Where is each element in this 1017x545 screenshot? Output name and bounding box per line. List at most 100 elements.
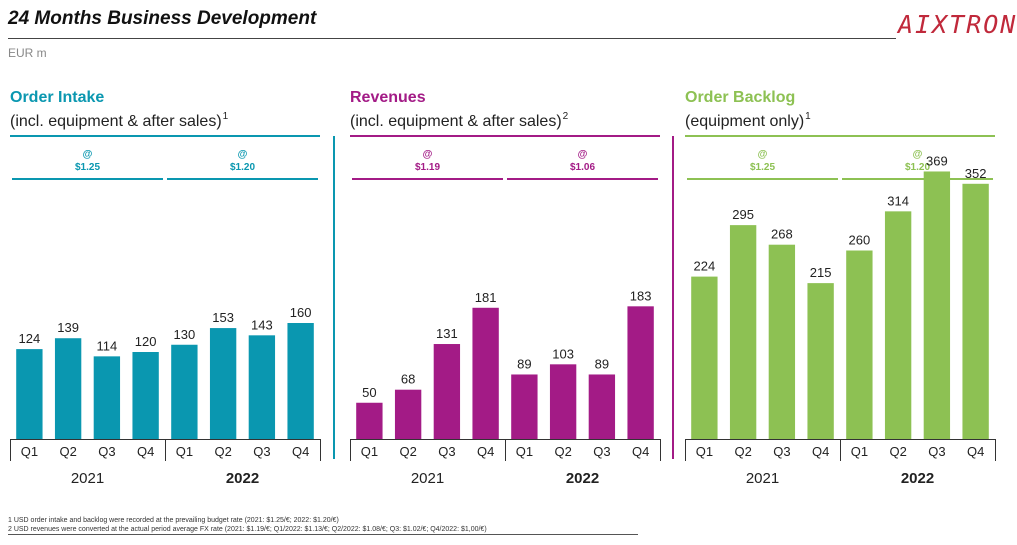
- order-intake-value-label-5: 130: [174, 327, 196, 342]
- order-intake-value-label-3: 114: [97, 338, 118, 353]
- revenues-subtitle: (incl. equipment & after sales): [350, 113, 562, 130]
- revenues-title: Revenues: [350, 89, 426, 106]
- order-intake-tick-label-7: Q3: [253, 444, 270, 459]
- order-intake-year-label-1: 2021: [71, 470, 104, 487]
- order-backlog-subtitle: (equipment only): [685, 113, 804, 130]
- revenues-value-label-6: 103: [552, 346, 574, 361]
- order-intake-bar-6: [209, 328, 237, 439]
- order-intake-bar-8: [287, 323, 314, 439]
- order-backlog-bar-1: [691, 276, 718, 439]
- charts-area: Order Intake (incl. equipment & after sal…: [10, 89, 996, 487]
- revenues-bar-5: [511, 374, 538, 439]
- order-intake-tick-label-5: Q1: [176, 444, 193, 459]
- order-backlog-fx-rate-2: $1.20: [905, 162, 930, 173]
- revenues-value-label-3: 131: [436, 326, 458, 341]
- order-backlog-fx-at-1: @: [758, 149, 768, 160]
- order-intake-bar-4: [132, 352, 159, 439]
- revenues-value-label-7: 89: [595, 356, 609, 371]
- order-intake-group-separator-3: [320, 439, 321, 461]
- company-logo: AIXTRON: [898, 10, 1017, 39]
- revenues-fx-rule-2: [507, 178, 658, 180]
- order-intake-panel-divider: [333, 136, 335, 459]
- revenues-value-label-8: 183: [630, 288, 652, 303]
- order-intake-fx-rule-2: [167, 178, 318, 180]
- order-backlog-tick-label-4: Q4: [812, 444, 829, 459]
- order-backlog-value-label-7: 369: [926, 153, 948, 168]
- order-backlog-footnote-ref: 1: [805, 111, 811, 122]
- order-intake-footnote-ref: 1: [223, 111, 229, 122]
- order-intake-title: Order Intake: [10, 89, 104, 106]
- revenues-tick-label-6: Q2: [554, 444, 571, 459]
- order-backlog-bar-2: [729, 225, 757, 439]
- revenues-year-label-2: 2022: [566, 470, 599, 487]
- order-intake-fx-rate-1: $1.25: [75, 162, 100, 173]
- order-intake-value-label-1: 124: [19, 331, 41, 346]
- order-backlog-year-label-2: 2022: [901, 470, 934, 487]
- order-backlog-value-label-2: 295: [732, 207, 754, 222]
- revenues-bar-8: [627, 306, 654, 439]
- order-backlog-bar-5: [846, 250, 873, 439]
- order-backlog-group-separator-2: [840, 439, 841, 461]
- order-intake-fx-at-1: @: [83, 149, 93, 160]
- revenues-tick-label-3: Q3: [438, 444, 455, 459]
- order-intake-bar-1: [16, 349, 43, 439]
- title-divider: [8, 38, 896, 39]
- revenues-value-label-5: 89: [517, 356, 531, 371]
- order-intake-tick-label-8: Q4: [292, 444, 309, 459]
- order-backlog-value-label-3: 268: [771, 227, 793, 242]
- order-intake-fx-rule-1: [12, 178, 163, 180]
- order-intake-bar-5: [171, 344, 198, 439]
- order-backlog-bar-7: [923, 171, 951, 439]
- order-intake-header-rule: [10, 135, 320, 137]
- revenues-value-label-4: 181: [475, 290, 497, 305]
- revenues-panel-divider: [672, 136, 674, 459]
- revenues-bar-7: [588, 374, 616, 439]
- order-intake-tick-label-3: Q3: [98, 444, 115, 459]
- order-backlog-bar-4: [807, 283, 834, 439]
- revenues-bar-1: [356, 402, 383, 439]
- order-intake-value-label-7: 143: [251, 317, 273, 332]
- footnotes: 1 USD order intake and backlog were reco…: [8, 516, 638, 535]
- revenues-tick-label-2: Q2: [399, 444, 416, 459]
- order-intake-year-label-2: 2022: [226, 470, 259, 487]
- order-intake-fx-at-2: @: [238, 149, 248, 160]
- order-backlog-tick-label-3: Q3: [773, 444, 790, 459]
- order-backlog-fx-rate-1: $1.25: [750, 162, 775, 173]
- revenues-group-separator-1: [350, 439, 351, 461]
- revenues-tick-label-4: Q4: [477, 444, 494, 459]
- order-intake-bar-7: [248, 335, 276, 439]
- revenues-value-label-2: 68: [401, 372, 415, 387]
- order-backlog-tick-label-5: Q1: [851, 444, 868, 459]
- order-intake-bar-3: [93, 356, 121, 439]
- order-intake-tick-label-4: Q4: [137, 444, 154, 459]
- revenues-fx-rule-1: [352, 178, 503, 180]
- order-backlog-bar-8: [962, 183, 989, 439]
- revenues-tick-label-7: Q3: [593, 444, 610, 459]
- revenues-year-label-1: 2021: [411, 470, 444, 487]
- order-backlog-title: Order Backlog: [685, 89, 795, 106]
- order-backlog-tick-label-6: Q2: [889, 444, 906, 459]
- order-intake-subtitle: (incl. equipment & after sales): [10, 113, 222, 130]
- order-intake-fx-rate-2: $1.20: [230, 162, 255, 173]
- revenues-bar-3: [433, 344, 461, 439]
- revenues-fx-rate-2: $1.06: [570, 162, 595, 173]
- order-backlog-group-separator-1: [685, 439, 686, 461]
- order-backlog-tick-label-8: Q4: [967, 444, 984, 459]
- order-intake-tick-label-1: Q1: [21, 444, 38, 459]
- order-backlog-bar-3: [768, 244, 796, 439]
- revenues-footnote-ref: 2: [563, 111, 569, 122]
- order-backlog-tick-label-1: Q1: [696, 444, 713, 459]
- revenues-value-label-1: 50: [362, 385, 376, 400]
- order-backlog-fx-rule-1: [687, 178, 838, 180]
- revenues-group-separator-3: [660, 439, 661, 461]
- revenues-header-rule: [350, 135, 660, 137]
- unit-label: EUR m: [8, 46, 47, 60]
- revenues-bar-6: [549, 364, 577, 439]
- order-backlog-value-label-8: 352: [965, 166, 987, 181]
- order-backlog-value-label-1: 224: [694, 259, 716, 274]
- order-intake-tick-label-6: Q2: [214, 444, 231, 459]
- revenues-fx-rate-1: $1.19: [415, 162, 440, 173]
- order-backlog-fx-rule-2: [842, 178, 993, 180]
- order-backlog-group-separator-3: [995, 439, 996, 461]
- order-backlog-tick-label-7: Q3: [928, 444, 945, 459]
